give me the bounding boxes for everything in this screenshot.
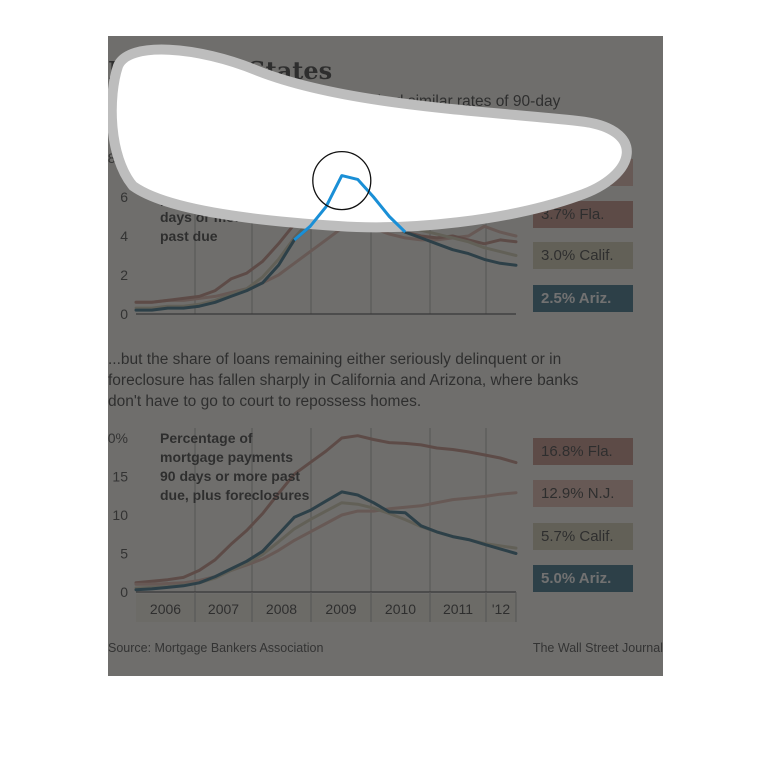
y-tick-label: 8% [108, 150, 128, 166]
chart-card: 0 2 4 6 8% 0 5 10 15 20% 2006 2007 2008 2009 2010 2011 '… [108, 36, 663, 676]
y-tick-label: 0 [120, 584, 128, 600]
x-tick-label: 2011 [443, 601, 473, 617]
y-tick-label: 4 [120, 228, 128, 244]
y-tick-label: 20% [108, 430, 128, 446]
chart-1-end-label-fla: 3.7% Fla. [533, 201, 633, 228]
chart-2-label: Percentage of mortgage payments 90 days … [160, 430, 310, 503]
x-tick-label: 2009 [325, 601, 356, 617]
chart-1-end-label-ariz: 2.5% Ariz. [533, 285, 633, 312]
y-tick-label: 2 [120, 267, 128, 283]
x-tick-label: 2010 [385, 601, 416, 617]
x-tick-label: '12 [492, 601, 510, 617]
chart-1-end-label-calif: 3.0% Calif. [533, 242, 633, 269]
chart-2-end-label-nj: 12.9% N.J. [533, 480, 633, 507]
chart-2-end-label-fla: 16.8% Fla. [533, 438, 633, 465]
chart-2-end-label-ariz: 5.0% Ariz. [533, 565, 633, 592]
chart-1-label: Percentage of mortgage payments 90 days … [160, 152, 253, 244]
chart-2-end-label-calif: 5.7% Calif. [533, 523, 633, 550]
source-note: Source: Mortgage Bankers Association [108, 641, 324, 655]
x-tick-label: 2006 [150, 601, 181, 617]
x-tick-label: 2008 [266, 601, 297, 617]
y-tick-label: 6 [120, 189, 128, 205]
publisher-credit: The Wall Street Journal [532, 641, 663, 655]
chart-1-end-label-nj: 4.0% N.J. [533, 159, 633, 186]
y-tick-label: 0 [120, 306, 128, 322]
y-tick-label: 5 [120, 546, 128, 562]
series-line-calif [134, 501, 518, 590]
intro-text-top: Florida, Arizona and California all have… [108, 93, 561, 131]
series-line-ariz [134, 490, 518, 592]
intro-text-bottom: ...but the share of loans remaining eith… [108, 351, 579, 410]
y-tick-label: 15 [112, 469, 128, 485]
y-tick-label: 10 [112, 507, 128, 523]
page-title: Diverging States [108, 56, 333, 85]
x-tick-label: 2007 [208, 601, 239, 617]
